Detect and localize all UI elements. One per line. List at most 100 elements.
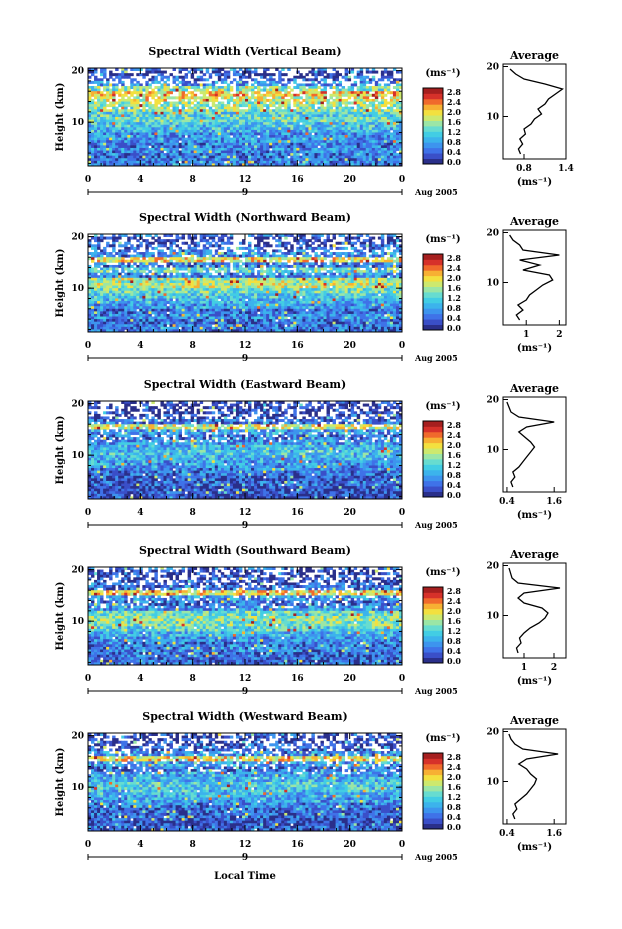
heatmap-cell [302,83,306,87]
heatmap-cell [220,254,225,258]
heatmap-cell [115,142,119,146]
heatmap-cell [386,262,391,266]
heatmap-cell [124,111,128,115]
heatmap-cell [97,135,101,139]
heatmap-cell [293,147,297,151]
heatmap-cell [317,101,321,105]
heatmap-cell [368,280,373,284]
heatmap-cell [148,104,152,108]
heatmap-cell [305,239,309,243]
heatmap-cell [278,275,282,279]
heatmap-cell [184,153,189,157]
heatmap-cell [142,140,146,144]
heatmap-cell [269,101,273,105]
heatmap-cell [269,109,273,113]
heatmap-cell [109,129,113,133]
heatmap-cell [356,270,361,274]
heatmap-cell [389,140,394,144]
heatmap-cell [254,91,258,95]
heatmap-cell [245,153,249,157]
heatmap-cell [398,239,403,243]
heatmap-cell [293,75,297,79]
heatmap-cell [374,142,379,146]
heatmap-cell [166,129,170,133]
heatmap-cell [199,96,204,100]
colorbar-tick-label: 0.8 [447,137,461,147]
heatmap-cell [356,257,361,261]
heatmap-cell [356,106,361,110]
heatmap-cell [287,122,291,126]
heatmap-cell [112,83,116,87]
heatmap-cell [220,236,225,240]
heatmap-cell [296,158,300,162]
heatmap-cell [172,264,176,268]
heatmap-cell [160,83,164,87]
heatmap-cell [136,73,140,77]
heatmap-cell [88,111,92,115]
heatmap-cell [317,254,321,258]
heatmap-cell [172,147,176,151]
heatmap-cell [121,254,125,258]
heatmap-cell [245,280,249,284]
heatmap-cell [91,140,95,144]
heatmap-cell [235,272,240,276]
heatmap-cell [196,280,201,284]
heatmap-cell [100,153,104,157]
heatmap-cell [169,73,173,77]
heatmap-cell [383,68,388,71]
heatmap-cell [193,150,198,154]
heatmap-cell [332,80,336,84]
heatmap-cell [269,104,273,108]
heatmap-cell [338,241,343,245]
heatmap-cell [220,147,225,151]
heatmap-cell [151,158,155,162]
heatmap-cell [241,158,246,162]
heatmap-cell [223,158,228,162]
heatmap-cell [350,111,355,115]
heatmap-cell [347,280,352,284]
heatmap-cell [232,155,237,159]
heatmap-cell [350,83,355,87]
heatmap-cell [251,106,255,110]
heatmap-cell [214,270,219,274]
heatmap-cell [269,75,273,79]
heatmap-cell [88,127,92,131]
heatmap-cell [211,98,216,102]
heatmap-cell [178,129,182,133]
heatmap-cell [211,117,216,120]
heatmap-cell [190,147,195,151]
average-y-tick-label: 20 [486,63,499,73]
heatmap-cell [341,98,346,102]
heatmap-cell [199,163,204,167]
heatmap-cell [257,254,261,258]
heatmap-cell [142,257,146,261]
heatmap-cell [344,267,349,271]
heatmap-cell [344,119,349,123]
heatmap-cell [356,117,361,120]
heatmap-cell [103,272,107,276]
heatmap-cell [88,160,92,164]
heatmap-cell [368,98,373,102]
heatmap-cell [263,132,267,136]
heatmap-cell [356,104,361,108]
heatmap-cell [380,150,385,154]
heatmap-cell [202,137,207,141]
heatmap-cell [130,124,134,128]
heatmap-cell [148,140,152,144]
heatmap-cell [175,127,179,131]
heatmap-cell [115,277,119,281]
heatmap-cell [335,277,339,281]
heatmap-cell [308,132,312,136]
heatmap-cell [214,280,219,284]
heatmap-cell [386,252,391,256]
heatmap-cell [323,68,327,71]
heatmap-cell [238,68,243,71]
heatmap-cell [121,257,125,261]
heatmap-cell [365,142,370,146]
heatmap-cell [377,272,382,276]
heatmap-cell [332,135,336,139]
heatmap-cell [142,158,146,162]
heatmap-cell [299,106,303,110]
heatmap-cell [175,142,179,146]
heatmap-cell [248,114,252,118]
